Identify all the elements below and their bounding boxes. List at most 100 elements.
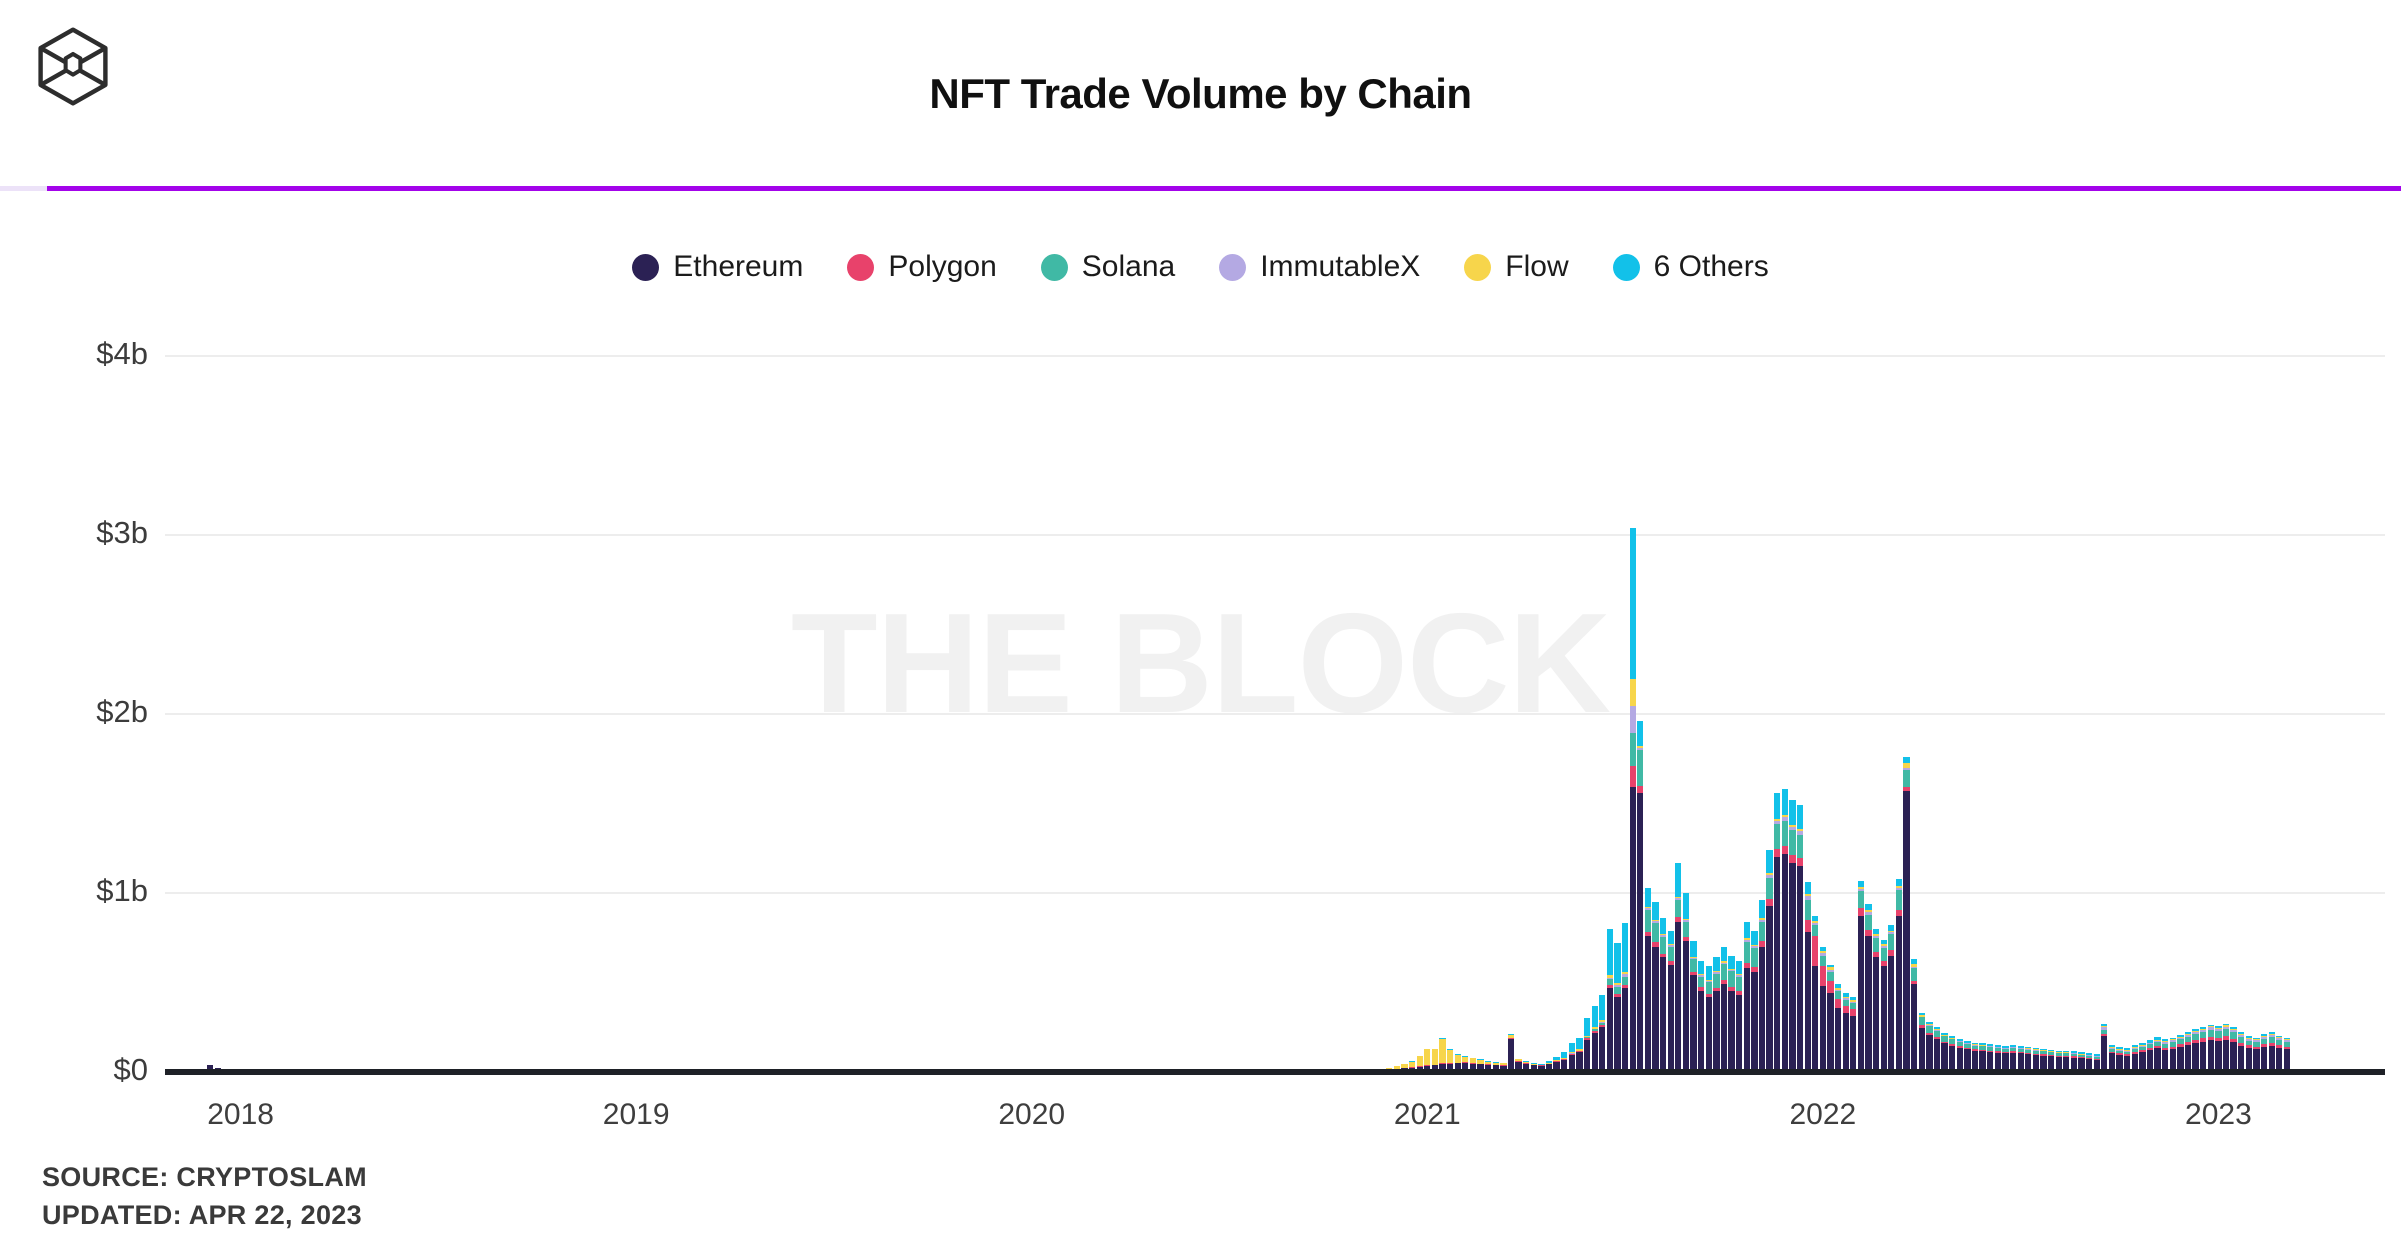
stacked-bar-week[interactable]	[2200, 1026, 2207, 1072]
stacked-bar-week[interactable]	[1454, 1054, 1461, 1072]
stacked-bar-week[interactable]	[1667, 930, 1674, 1072]
stacked-bar-week[interactable]	[1857, 880, 1865, 1072]
stacked-bar-week[interactable]	[2192, 1029, 2199, 1072]
stacked-bar-week[interactable]	[2055, 1050, 2062, 1072]
stacked-bar-week[interactable]	[1751, 930, 1758, 1072]
stacked-bar-week[interactable]	[1606, 928, 1614, 1072]
stacked-bar-week[interactable]	[1713, 957, 1720, 1072]
stacked-bar-week[interactable]	[1926, 1021, 1933, 1072]
stacked-bar-week[interactable]	[1690, 941, 1697, 1072]
legend-item-flow[interactable]: Flow	[1464, 250, 1569, 284]
stacked-bar-week[interactable]	[1644, 887, 1652, 1072]
stacked-bar-week[interactable]	[2047, 1049, 2055, 1072]
stacked-bar-week[interactable]	[1545, 1061, 1553, 1072]
stacked-bar-week[interactable]	[2253, 1037, 2260, 1072]
stacked-bar-week[interactable]	[1659, 918, 1667, 1072]
stacked-bar-week[interactable]	[2184, 1032, 2192, 1072]
stacked-bar-week[interactable]	[1987, 1044, 1994, 1072]
stacked-bar-week[interactable]	[1941, 1032, 1948, 1072]
stacked-bar-week[interactable]	[2123, 1047, 2131, 1072]
stacked-bar-week[interactable]	[1515, 1058, 1522, 1072]
stacked-bar-week[interactable]	[2276, 1035, 2283, 1072]
stacked-bar-week[interactable]	[1956, 1038, 1963, 1072]
stacked-bar-week[interactable]	[1865, 903, 1872, 1072]
stacked-bar-week[interactable]	[2230, 1027, 2237, 1072]
stacked-bar-week[interactable]	[1637, 721, 1644, 1072]
legend-item-polygon[interactable]: Polygon	[847, 250, 997, 284]
stacked-bar-week[interactable]	[1743, 921, 1750, 1072]
stacked-bar-week[interactable]	[1621, 923, 1629, 1072]
stacked-bar-week[interactable]	[1758, 900, 1766, 1072]
stacked-bar-week[interactable]	[2017, 1046, 2024, 1072]
stacked-bar-week[interactable]	[1500, 1063, 1507, 1072]
stacked-bar-week[interactable]	[1614, 943, 1621, 1072]
legend-item-ethereum[interactable]: Ethereum	[632, 250, 803, 284]
stacked-bar-week[interactable]	[1477, 1059, 1484, 1072]
stacked-bar-week[interactable]	[1796, 805, 1804, 1072]
stacked-bar-week[interactable]	[1971, 1042, 1979, 1072]
stacked-bar-week[interactable]	[1591, 1005, 1598, 1072]
stacked-bar-week[interactable]	[2032, 1047, 2039, 1072]
stacked-bar-week[interactable]	[2078, 1052, 2085, 1072]
stacked-bar-week[interactable]	[2177, 1035, 2184, 1072]
stacked-bar-week[interactable]	[1949, 1036, 1956, 1072]
stacked-bar-week[interactable]	[1789, 799, 1796, 1072]
stacked-bar-week[interactable]	[207, 1065, 214, 1072]
stacked-bar-week[interactable]	[1842, 993, 1849, 1072]
stacked-bar-week[interactable]	[1698, 961, 1705, 1072]
stacked-bar-week[interactable]	[1530, 1063, 1537, 1072]
stacked-bar-week[interactable]	[2222, 1023, 2230, 1072]
stacked-bar-week[interactable]	[2268, 1032, 2275, 1072]
stacked-bar-week[interactable]	[1439, 1038, 1446, 1072]
stacked-bar-week[interactable]	[1446, 1048, 1454, 1072]
stacked-bar-week[interactable]	[1492, 1062, 1499, 1072]
stacked-bar-week[interactable]	[1774, 792, 1781, 1072]
stacked-bar-week[interactable]	[2063, 1050, 2070, 1072]
stacked-bar-week[interactable]	[1576, 1038, 1583, 1072]
stacked-bar-week[interactable]	[1888, 925, 1895, 1072]
stacked-bar-week[interactable]	[2146, 1039, 2154, 1072]
stacked-bar-week[interactable]	[1933, 1027, 1941, 1072]
stacked-bar-week[interactable]	[1834, 984, 1842, 1072]
stacked-bar-week[interactable]	[1903, 757, 1910, 1072]
stacked-bar-week[interactable]	[1652, 901, 1659, 1072]
stacked-bar-week[interactable]	[1736, 961, 1743, 1072]
stacked-bar-week[interactable]	[2040, 1048, 2047, 1072]
stacked-bar-week[interactable]	[1507, 1034, 1515, 1072]
stacked-bar-week[interactable]	[1804, 882, 1811, 1072]
legend-item-immutablex[interactable]: ImmutableX	[1219, 250, 1420, 284]
stacked-bar-week[interactable]	[2139, 1042, 2146, 1072]
stacked-bar-week[interactable]	[2238, 1032, 2245, 1072]
stacked-bar-week[interactable]	[1568, 1043, 1575, 1072]
stacked-bar-week[interactable]	[1819, 946, 1827, 1072]
stacked-bar-week[interactable]	[2162, 1038, 2169, 1072]
stacked-bar-week[interactable]	[1979, 1043, 1986, 1072]
stacked-bar-week[interactable]	[2025, 1047, 2032, 1072]
stacked-bar-week[interactable]	[1431, 1048, 1439, 1072]
stacked-bar-week[interactable]	[2245, 1036, 2252, 1072]
stacked-bar-week[interactable]	[2009, 1045, 2017, 1072]
stacked-bar-week[interactable]	[1850, 996, 1857, 1072]
stacked-bar-week[interactable]	[1682, 893, 1690, 1072]
stacked-bar-week[interactable]	[1994, 1045, 2001, 1072]
stacked-bar-week[interactable]	[2131, 1045, 2138, 1072]
stacked-bar-week[interactable]	[2215, 1026, 2222, 1072]
stacked-bar-week[interactable]	[2154, 1037, 2161, 1072]
stacked-bar-week[interactable]	[2093, 1054, 2100, 1072]
stacked-bar-week[interactable]	[1728, 955, 1735, 1072]
stacked-bar-week[interactable]	[1599, 995, 1606, 1072]
stacked-bar-week[interactable]	[1781, 789, 1788, 1072]
stacked-bar-week[interactable]	[2260, 1034, 2268, 1072]
stacked-bar-week[interactable]	[1766, 850, 1773, 1072]
stacked-bar-week[interactable]	[1812, 916, 1819, 1072]
stacked-bar-week[interactable]	[1872, 928, 1880, 1072]
legend-item-solana[interactable]: Solana	[1040, 250, 1175, 284]
stacked-bar-week[interactable]	[2116, 1047, 2123, 1072]
stacked-bar-week[interactable]	[1918, 1012, 1925, 1072]
stacked-bar-week[interactable]	[1485, 1061, 1492, 1072]
stacked-bar-week[interactable]	[1523, 1061, 1530, 1072]
stacked-bar-week[interactable]	[2108, 1045, 2116, 1072]
stacked-bar-week[interactable]	[1561, 1052, 1568, 1072]
stacked-bar-week[interactable]	[1895, 878, 1903, 1072]
stacked-bar-week[interactable]	[1462, 1055, 1469, 1072]
